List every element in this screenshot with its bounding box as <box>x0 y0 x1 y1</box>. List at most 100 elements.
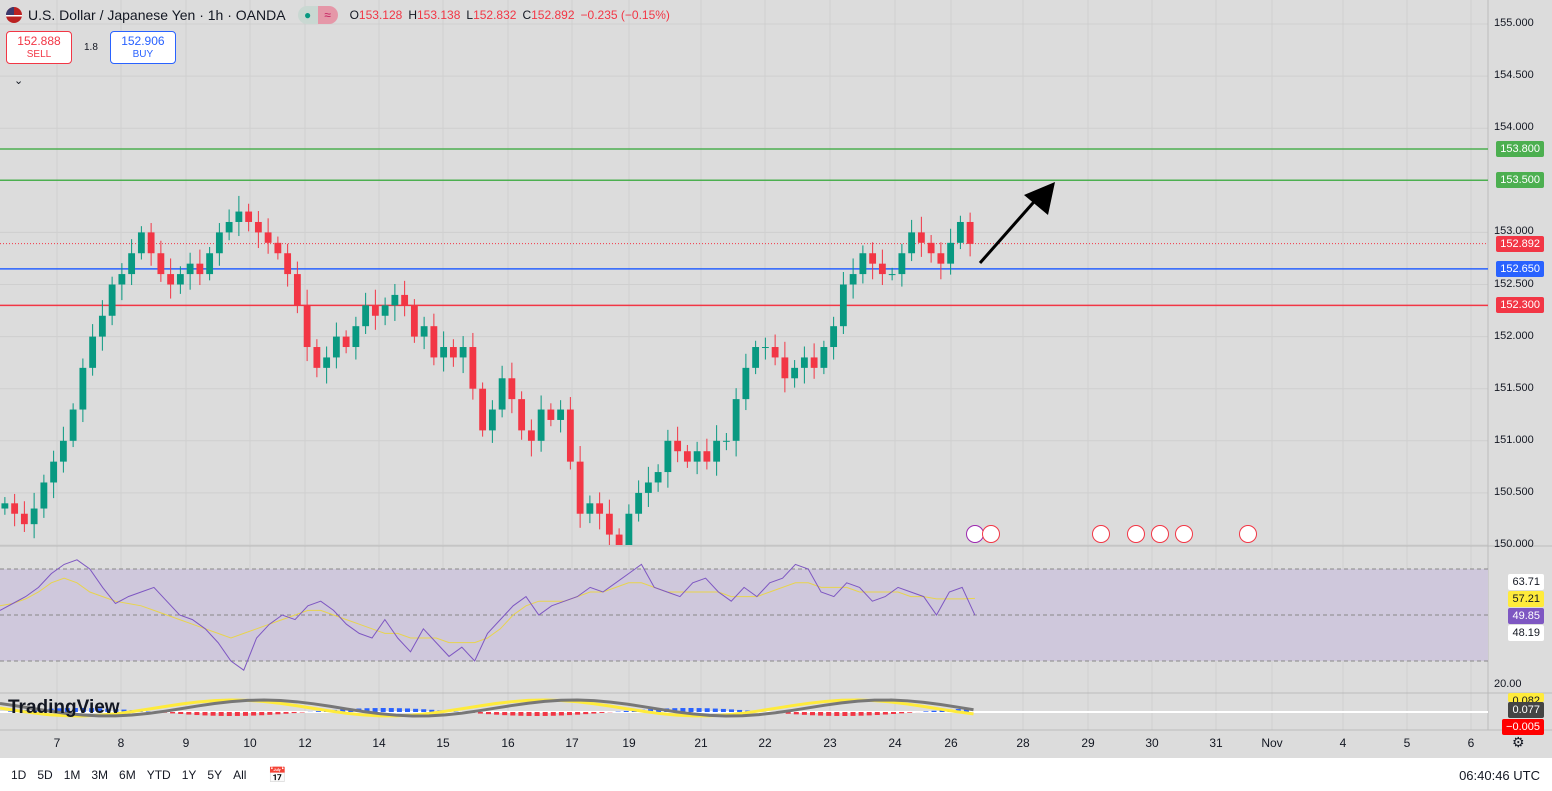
candle <box>284 243 292 287</box>
candle <box>800 346 808 384</box>
macd-histogram-bar <box>510 712 516 716</box>
range-all[interactable]: All <box>233 767 247 782</box>
candle <box>849 258 857 299</box>
time-tick: 31 <box>1209 736 1223 750</box>
candle <box>644 466 652 507</box>
candle <box>703 438 711 470</box>
candle <box>820 340 828 375</box>
candle <box>459 336 467 374</box>
macd-histogram-bar <box>939 710 945 712</box>
candle <box>206 246 214 281</box>
candle <box>605 499 613 545</box>
bottom-toolbar: 1D 5D 1M 3M 6M YTD 1Y 5Y All 📅 06:40:46 … <box>0 758 1552 791</box>
candle <box>479 382 487 437</box>
price-chart[interactable] <box>0 0 1552 758</box>
rsi-value-tag: 49.85 <box>1508 608 1544 624</box>
macd-histogram-bar <box>866 712 872 716</box>
us-event-icon[interactable] <box>982 525 1000 543</box>
trend-arrow[interactable] <box>978 194 1042 264</box>
range-1y[interactable]: 1Y <box>181 767 197 782</box>
spread: 1.8 <box>84 42 98 53</box>
range-5y[interactable]: 5Y <box>207 767 223 782</box>
candle <box>830 316 838 360</box>
sell-button[interactable]: 152.888 SELL <box>6 31 72 64</box>
chevron-down-icon[interactable]: ⌄ <box>14 75 24 87</box>
candle <box>332 322 340 369</box>
candle <box>586 495 594 524</box>
event-icon[interactable] <box>1151 525 1169 543</box>
us-event-icon[interactable] <box>1239 525 1257 543</box>
event-icon[interactable] <box>1092 525 1110 543</box>
time-tick: 22 <box>758 736 772 750</box>
macd-histogram-bar <box>696 708 702 712</box>
macd-histogram-bar <box>267 712 273 715</box>
macd-histogram-bar <box>899 712 905 714</box>
candle <box>742 353 750 411</box>
candle <box>69 403 77 448</box>
macd-histogram-bar <box>340 709 346 712</box>
candle <box>40 474 48 518</box>
symbol-title[interactable]: U.S. Dollar / Japanese Yen · 1h · OANDA <box>28 7 286 23</box>
time-tick: 29 <box>1081 736 1095 750</box>
time-tick: 5 <box>1403 736 1411 750</box>
range-1d[interactable]: 1D <box>11 767 27 782</box>
arrow-head <box>1024 182 1055 215</box>
us-event-icon[interactable] <box>1175 525 1193 543</box>
range-ytd[interactable]: YTD <box>146 767 171 782</box>
range-3m[interactable]: 3M <box>91 767 109 782</box>
wave-icon: ≈ <box>317 6 338 24</box>
rsi-tick: 20.00 <box>1494 678 1522 690</box>
rsi-value-tag: 63.71 <box>1508 574 1544 590</box>
macd-histogram-bar <box>218 712 224 716</box>
macd-histogram-bar <box>850 712 856 716</box>
range-5d[interactable]: 5D <box>37 767 53 782</box>
price-tick: 151.500 <box>1494 381 1534 394</box>
candle <box>420 316 428 350</box>
macd-histogram-bar <box>567 712 572 716</box>
level-price-tag: 153.800 <box>1496 141 1544 158</box>
rsi-value-tag: 57.21 <box>1508 591 1544 607</box>
macd-histogram-bar <box>170 712 176 714</box>
level-price-tag: 153.500 <box>1496 172 1544 189</box>
range-6m[interactable]: 6M <box>119 767 136 782</box>
macd-histogram-bar <box>372 708 378 712</box>
candle <box>683 444 691 468</box>
candle <box>186 252 194 290</box>
macd-histogram-bar <box>688 708 694 712</box>
candle <box>781 341 789 393</box>
settings-icon[interactable]: ⚙ <box>1512 734 1525 750</box>
time-tick: 10 <box>243 736 257 750</box>
price-tick: 150.000 <box>1494 538 1534 550</box>
macd-histogram-bar <box>89 708 95 712</box>
macd-histogram-bar <box>874 712 880 716</box>
us-event-icon[interactable] <box>1127 525 1145 543</box>
macd-signal-line <box>0 698 974 718</box>
chart-header: U.S. Dollar / Japanese Yen · 1h · OANDA … <box>6 6 676 24</box>
candle <box>128 239 136 286</box>
candle <box>547 403 555 427</box>
macd-histogram-bar <box>283 712 289 714</box>
buy-button[interactable]: 152.906 BUY <box>109 31 176 64</box>
macd-histogram-bar <box>891 712 896 714</box>
candle <box>488 400 496 443</box>
candle <box>245 203 253 232</box>
candle <box>157 240 165 282</box>
macd-histogram-bar <box>907 712 913 713</box>
candle <box>693 441 701 475</box>
candle <box>59 426 67 473</box>
candle <box>362 292 370 334</box>
range-1m[interactable]: 1M <box>63 767 81 782</box>
macd-histogram-bar <box>599 712 605 713</box>
candle <box>118 263 126 301</box>
macd-histogram-bar <box>56 708 62 712</box>
candle <box>791 360 799 388</box>
time-tick: 21 <box>694 736 708 750</box>
calendar-icon[interactable]: 📅 <box>268 766 288 784</box>
candle <box>771 334 779 366</box>
market-status-pill[interactable]: ● ≈ <box>297 6 338 24</box>
macd-histogram-bar <box>486 712 491 715</box>
macd-histogram-bar <box>834 712 840 716</box>
candle <box>927 235 935 263</box>
macd-histogram-bar <box>194 712 200 716</box>
candle <box>752 340 760 375</box>
